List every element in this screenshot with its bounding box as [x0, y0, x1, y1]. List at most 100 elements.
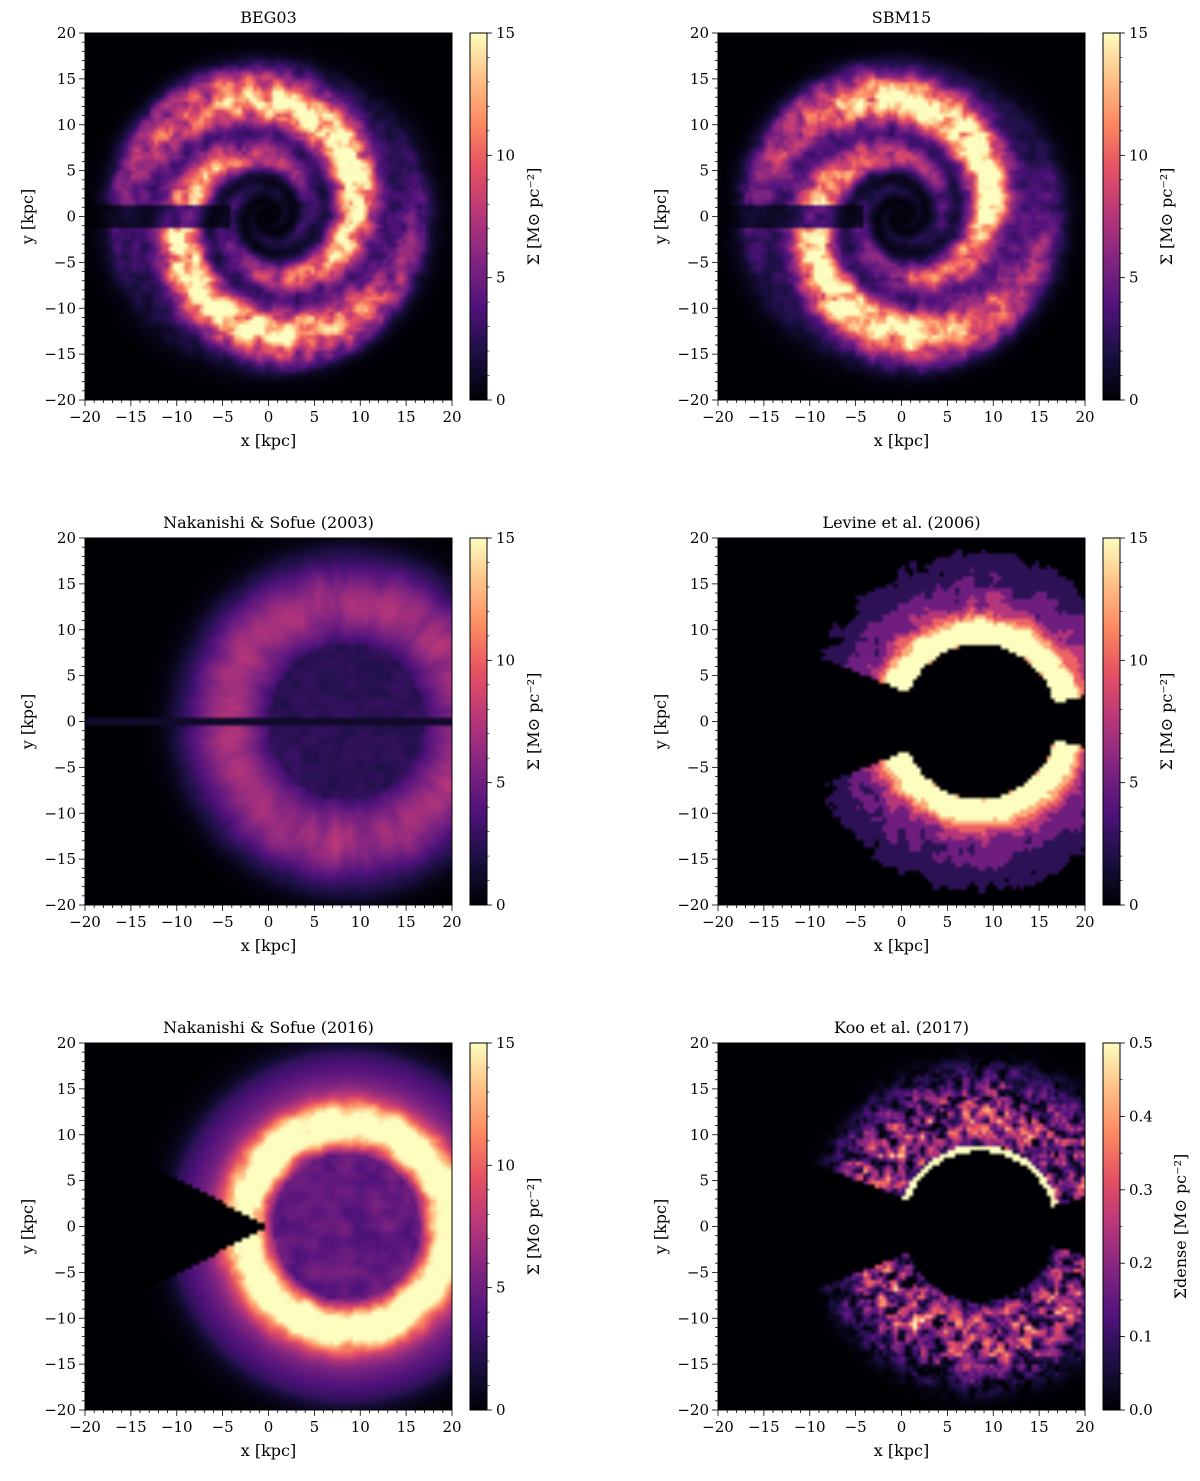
y-tick-label: 10 [57, 1126, 76, 1144]
x-tick-label: 10 [984, 408, 1003, 426]
y-tick-label: −10 [677, 804, 709, 822]
y-tick-label: 15 [57, 70, 76, 88]
x-tick-label: 5 [310, 408, 320, 426]
y-tick-label: 15 [690, 575, 709, 593]
y-tick-label: 15 [690, 70, 709, 88]
y-tick-label: −5 [54, 758, 76, 776]
x-tick-label: 10 [351, 1418, 370, 1436]
y-tick-label: 15 [57, 1080, 76, 1098]
x-axis-label: x [kpc] [241, 1441, 297, 1460]
y-tick-label: −15 [44, 1355, 76, 1373]
x-tick-label: −10 [794, 1418, 826, 1436]
y-tick-label: 0 [66, 713, 76, 731]
y-tick-label: 10 [690, 621, 709, 639]
x-axis-label: x [kpc] [874, 431, 930, 450]
y-tick-label: −15 [677, 1355, 709, 1373]
x-tick-label: 20 [442, 408, 461, 426]
x-tick-label: −20 [69, 408, 101, 426]
y-tick-label: 20 [690, 529, 709, 547]
y-tick-label: 20 [690, 24, 709, 42]
chart-title: BEG03 [240, 8, 297, 27]
colorbar-label: Σ [M⊙ pc⁻²] [524, 673, 543, 771]
x-tick-label: 15 [1030, 913, 1049, 931]
y-axis-label: y [kpc] [651, 694, 670, 751]
y-tick-label: 5 [66, 162, 76, 180]
colorbar-tick-label: 0.3 [1129, 1181, 1153, 1199]
heatmap-image [718, 538, 1085, 905]
x-tick-label: −5 [845, 408, 867, 426]
colorbar-tick-label: 15 [1129, 24, 1148, 42]
x-tick-label: 20 [1075, 913, 1094, 931]
y-tick-label: 0 [699, 208, 709, 226]
y-tick-label: −20 [44, 1401, 76, 1419]
x-tick-label: −5 [212, 1418, 234, 1436]
chart-title: Levine et al. (2006) [822, 513, 980, 532]
y-tick-label: 20 [57, 24, 76, 42]
x-tick-label: −5 [845, 913, 867, 931]
x-tick-label: −15 [748, 913, 780, 931]
y-tick-label: −5 [54, 1263, 76, 1281]
x-tick-label: 20 [1075, 408, 1094, 426]
colorbar-label: Σ [M⊙ pc⁻²] [1157, 673, 1176, 771]
x-tick-label: 15 [397, 408, 416, 426]
colorbar-tick-label: 10 [1129, 146, 1148, 164]
colorbar-tick-label: 0.5 [1129, 1034, 1153, 1052]
colorbar [469, 32, 488, 401]
chart-title: SBM15 [872, 8, 931, 27]
colorbar-tick-label: 10 [496, 146, 515, 164]
colorbar-tick-label: 5 [1129, 774, 1139, 792]
y-tick-label: −20 [677, 896, 709, 914]
colorbar-tick-label: 0.1 [1129, 1328, 1153, 1346]
colorbar-tick-label: 0 [496, 896, 506, 914]
y-tick-label: −15 [677, 850, 709, 868]
colorbar [1102, 1042, 1121, 1411]
x-tick-label: 10 [984, 913, 1003, 931]
colorbar-tick-label: 15 [1129, 529, 1148, 547]
colorbar-tick-label: 5 [496, 269, 506, 287]
y-tick-label: −5 [687, 253, 709, 271]
colorbar [469, 1042, 488, 1411]
y-tick-label: 5 [699, 162, 709, 180]
x-tick-label: 15 [397, 913, 416, 931]
x-tick-label: 20 [442, 913, 461, 931]
x-tick-label: −10 [161, 1418, 193, 1436]
x-tick-label: −10 [161, 408, 193, 426]
x-tick-label: −5 [212, 408, 234, 426]
y-tick-label: 10 [57, 116, 76, 134]
x-tick-label: 10 [984, 1418, 1003, 1436]
colorbar-tick-label: 0 [496, 1401, 506, 1419]
x-tick-label: 5 [943, 1418, 953, 1436]
y-tick-label: 10 [690, 1126, 709, 1144]
y-tick-label: 5 [699, 1172, 709, 1190]
y-tick-label: −20 [44, 391, 76, 409]
colorbar [469, 537, 488, 906]
y-axis-label: y [kpc] [18, 694, 37, 751]
x-tick-label: 15 [1030, 1418, 1049, 1436]
colorbar-tick-label: 0 [1129, 391, 1139, 409]
y-tick-label: −10 [44, 299, 76, 317]
chart-title: Koo et al. (2017) [834, 1018, 969, 1037]
heatmap-image [85, 33, 452, 400]
colorbar-tick-label: 5 [496, 774, 506, 792]
y-tick-label: −20 [677, 1401, 709, 1419]
y-tick-label: −15 [44, 850, 76, 868]
y-axis-label: y [kpc] [651, 1199, 670, 1256]
colorbar-tick-label: 15 [496, 1034, 515, 1052]
x-tick-label: −20 [69, 913, 101, 931]
x-tick-label: 15 [397, 1418, 416, 1436]
x-axis-label: x [kpc] [874, 936, 930, 955]
y-tick-label: −20 [677, 391, 709, 409]
x-tick-label: 5 [943, 408, 953, 426]
x-tick-label: 5 [310, 1418, 320, 1436]
x-tick-label: −15 [748, 1418, 780, 1436]
x-tick-label: −10 [794, 408, 826, 426]
y-tick-label: −5 [687, 1263, 709, 1281]
y-tick-label: 15 [57, 575, 76, 593]
x-tick-label: 0 [897, 1418, 907, 1436]
y-axis-label: y [kpc] [18, 1199, 37, 1256]
y-tick-label: 20 [690, 1034, 709, 1052]
y-tick-label: −10 [44, 1309, 76, 1327]
